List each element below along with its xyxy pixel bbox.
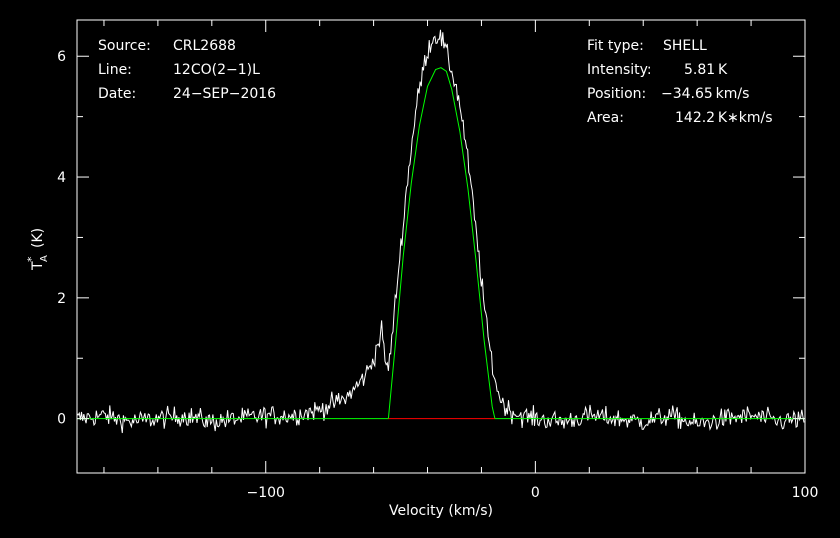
y-tick-label: 4 — [57, 170, 66, 186]
intensity-label: Intensity: — [587, 62, 652, 78]
y-axis-label-unit: (K) — [30, 228, 46, 248]
axis-ticks: −100 0 100 0 2 4 6 — [57, 20, 818, 501]
plot-curves — [76, 29, 805, 434]
y-axis-label: T A * (K) — [25, 228, 50, 271]
x-tick-label: 0 — [531, 485, 540, 501]
line-value: 12CO(2−1)L — [173, 62, 260, 78]
spectrum-line — [76, 29, 805, 434]
fit-line — [77, 67, 805, 420]
area-label: Area: — [587, 110, 624, 126]
date-label: Date: — [98, 86, 136, 102]
plot-frame — [76, 19, 806, 474]
y-axis-label-main: T — [30, 261, 46, 271]
y-axis-label-sup: * — [25, 256, 38, 262]
position-value: −34.65 km/s — [661, 86, 749, 102]
y-tick-label: 6 — [57, 49, 66, 65]
fit-type-label: Fit type: — [587, 38, 644, 54]
area-value: 142.2 K∗km/s — [675, 110, 773, 126]
source-label: Source: — [98, 38, 151, 54]
x-tick-label: 100 — [792, 485, 819, 501]
x-tick-label: −100 — [247, 485, 285, 501]
y-tick-label: 0 — [57, 412, 66, 428]
source-value: CRL2688 — [173, 38, 236, 54]
date-value: 24−SEP−2016 — [173, 86, 276, 102]
intensity-value: 5.81 K — [684, 62, 728, 78]
x-axis-label: Velocity (km/s) — [389, 503, 493, 519]
y-tick-label: 2 — [57, 291, 66, 307]
line-label: Line: — [98, 62, 132, 78]
fit-type-value: SHELL — [663, 38, 707, 54]
position-label: Position: — [587, 86, 646, 102]
y-axis-label-sub: A — [39, 255, 50, 262]
